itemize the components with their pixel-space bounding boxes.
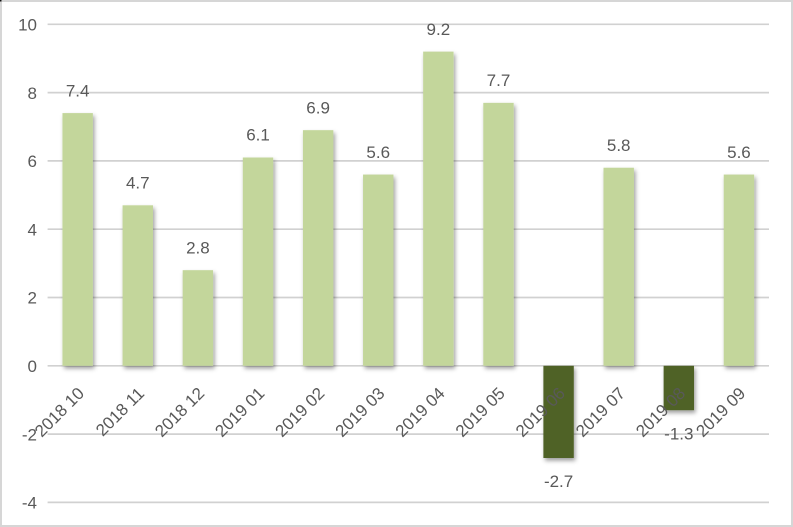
svg-text:6.9: 6.9	[306, 98, 330, 117]
svg-text:-2.7: -2.7	[544, 472, 573, 491]
svg-text:9.2: 9.2	[427, 20, 451, 39]
svg-text:2: 2	[28, 289, 37, 308]
svg-text:8: 8	[28, 84, 37, 103]
svg-text:6: 6	[28, 152, 37, 171]
svg-text:6.1: 6.1	[246, 126, 270, 145]
svg-text:-4: -4	[22, 494, 37, 513]
svg-text:2.8: 2.8	[186, 238, 210, 257]
svg-text:4: 4	[28, 220, 37, 239]
svg-text:7.7: 7.7	[487, 71, 511, 90]
svg-text:5.8: 5.8	[607, 136, 631, 155]
svg-text:10: 10	[18, 16, 37, 35]
svg-text:-2: -2	[22, 425, 37, 444]
svg-text:-1.3: -1.3	[664, 424, 693, 443]
svg-text:4.7: 4.7	[126, 174, 150, 193]
svg-text:0: 0	[28, 357, 37, 376]
svg-text:5.6: 5.6	[366, 143, 390, 162]
svg-text:7.4: 7.4	[66, 81, 90, 100]
svg-text:5.6: 5.6	[727, 143, 751, 162]
